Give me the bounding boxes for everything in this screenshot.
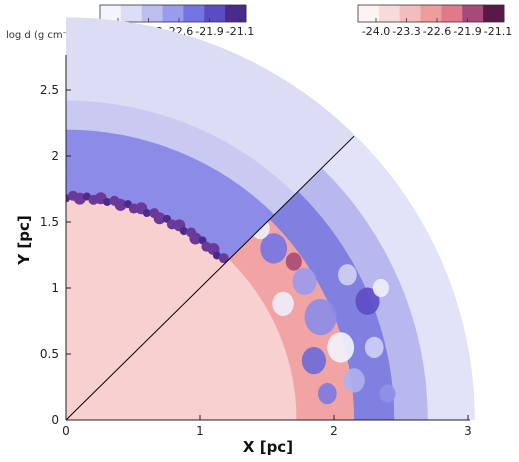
mixing-blob xyxy=(301,346,326,375)
mixing-blob xyxy=(327,332,355,363)
mixing-blob xyxy=(379,384,396,403)
colorbar-left-tick-label: -21.9 xyxy=(195,25,223,38)
y-tick-label: 2 xyxy=(51,149,59,163)
boundary-clump xyxy=(66,194,70,203)
y-tick-label: 0.5 xyxy=(40,347,59,361)
colorbar-right-tick-label: -24.0 xyxy=(362,25,390,38)
x-tick-label: 3 xyxy=(464,424,472,438)
colorbar-right-swatch xyxy=(462,5,484,22)
mixing-blob xyxy=(260,233,288,264)
colorbar-left-swatch xyxy=(100,5,122,22)
x-tick-label: 2 xyxy=(330,424,338,438)
axes: 0 1 2 3 0 0.5 1 1.5 2 2.5 X [pc] Y [pc] xyxy=(15,55,472,456)
x-axis-title: X [pc] xyxy=(243,438,293,456)
colorbar-left-tick-label: -21.1 xyxy=(226,25,254,38)
divider-line xyxy=(65,135,355,421)
colorbar-right-swatch xyxy=(358,5,380,22)
mixing-blob xyxy=(304,298,337,336)
colorbar-right-swatch xyxy=(483,5,505,22)
boundary-clump xyxy=(179,227,188,236)
mixing-blob xyxy=(317,382,337,405)
boundary-clump xyxy=(218,253,229,264)
colorbar-right-swatch xyxy=(420,5,442,22)
mixing-blob xyxy=(272,291,294,316)
mixing-blob xyxy=(292,267,317,296)
mixing-blob xyxy=(372,278,389,298)
mixing-blob xyxy=(364,336,384,359)
colorbar-right-swatch xyxy=(441,5,463,22)
colorbar-left-swatch xyxy=(120,5,143,22)
colorbar-right-tick-label: -21.1 xyxy=(484,25,512,38)
colorbar-left-swatch xyxy=(162,5,184,22)
colorbar-left-swatch xyxy=(204,5,226,22)
y-tick-label: 1 xyxy=(51,281,59,295)
mixing-blob xyxy=(285,252,302,271)
x-tick-label: 0 xyxy=(62,424,70,438)
boundary-clump xyxy=(114,198,127,211)
boundary-clump xyxy=(153,212,166,225)
colorbar-left-label: log d (g cm⁻³): xyxy=(6,30,79,41)
colorbar-left-frame xyxy=(99,4,247,23)
colorbar-right-swatch xyxy=(378,5,401,22)
colorbar-left-swatch xyxy=(183,5,205,22)
y-tick-label: 2.5 xyxy=(40,83,59,97)
colorbar-right-tick-label: -22.6 xyxy=(423,25,451,38)
y-axis-title: Y [pc] xyxy=(15,215,33,265)
mixing-blob xyxy=(343,368,365,393)
colorbar-left-swatch xyxy=(225,5,247,22)
x-tick-label: 1 xyxy=(196,424,204,438)
y-tick-label: 1.5 xyxy=(40,215,59,229)
boundary-clump xyxy=(73,192,86,205)
colorbar-right-tick-label: -23.3 xyxy=(392,25,420,38)
colorbar-right-swatch xyxy=(399,5,422,22)
density-field xyxy=(65,17,475,421)
colorbar-right: -24.0 -23.3 -22.6 -21.9 -21.1 xyxy=(357,4,512,38)
colorbar-left-swatch xyxy=(141,5,164,22)
colorbar-right-frame xyxy=(357,4,505,23)
y-tick-label: 0 xyxy=(51,413,59,427)
mixing-blob xyxy=(355,287,380,315)
mixing-blob xyxy=(338,264,357,286)
boundary-clump xyxy=(189,232,202,245)
boundary-clump xyxy=(142,209,151,218)
colorbar-right-tick-label: -21.9 xyxy=(453,25,481,38)
boundary-clump xyxy=(103,197,112,206)
